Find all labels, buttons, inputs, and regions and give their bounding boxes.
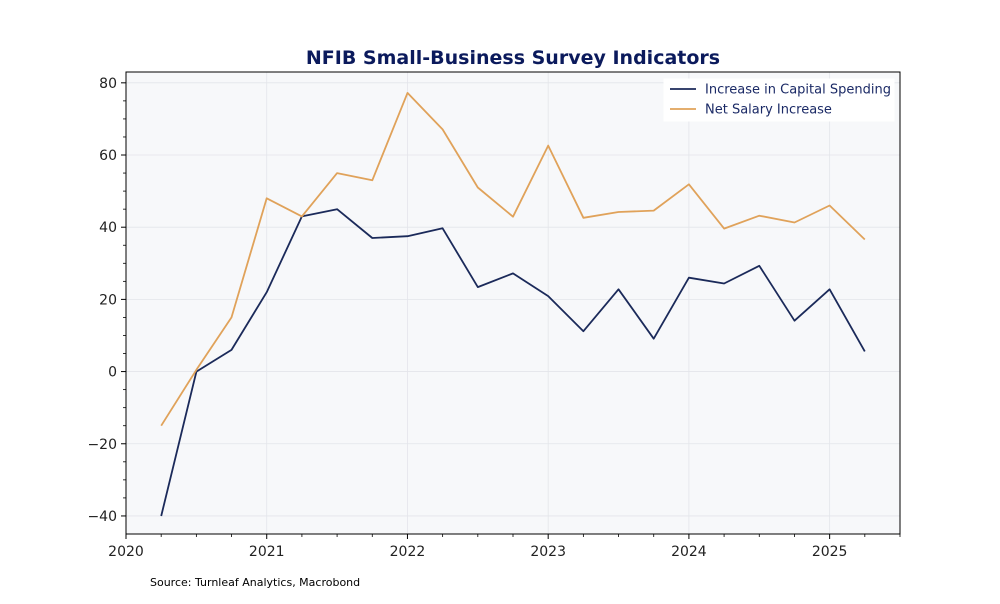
chart-title: NFIB Small-Business Survey Indicators	[306, 47, 720, 69]
data-point-increase-in-capital-spending	[335, 207, 339, 211]
data-point-increase-in-capital-spending	[546, 294, 550, 298]
data-point-net-salary-increase	[511, 215, 515, 219]
y-tick-label: 60	[99, 148, 117, 164]
y-tick-label: 80	[99, 76, 117, 92]
data-point-net-salary-increase	[792, 221, 796, 225]
data-point-net-salary-increase	[863, 237, 867, 241]
data-point-increase-in-capital-spending	[652, 337, 656, 341]
legend-label: Net Salary Increase	[705, 103, 832, 118]
data-point-increase-in-capital-spending	[687, 276, 691, 280]
legend: Increase in Capital Spending Net Salary I…	[663, 78, 895, 122]
data-point-net-salary-increase	[652, 209, 656, 213]
x-tick-label: 2025	[812, 544, 848, 560]
data-point-increase-in-capital-spending	[828, 287, 832, 291]
y-tick-label: 0	[108, 365, 117, 381]
data-point-increase-in-capital-spending	[441, 226, 445, 230]
plot-area	[126, 72, 900, 534]
y-tick-label: −40	[87, 509, 117, 525]
legend-label: Increase in Capital Spending	[705, 83, 891, 98]
data-point-net-salary-increase	[405, 91, 409, 95]
x-tick-label: 2020	[108, 544, 144, 560]
data-point-net-salary-increase	[581, 216, 585, 220]
source-note: Source: Turnleaf Analytics, Macrobond	[150, 576, 360, 589]
legend-box	[663, 78, 895, 122]
data-point-increase-in-capital-spending	[792, 319, 796, 323]
series-line-increase-in-capital-spending	[160, 208, 866, 517]
series-lines	[159, 91, 867, 518]
x-tick-label: 2023	[530, 544, 566, 560]
data-point-net-salary-increase	[828, 204, 832, 208]
data-point-net-salary-increase	[335, 171, 339, 175]
data-point-net-salary-increase	[300, 214, 304, 218]
grid-lines	[125, 72, 900, 534]
data-point-net-salary-increase	[194, 368, 198, 372]
y-tick-label: 20	[99, 292, 117, 308]
data-point-net-salary-increase	[687, 182, 691, 186]
series-line-net-salary-increase	[160, 92, 866, 427]
x-tick-label: 2024	[671, 544, 707, 560]
data-point-net-salary-increase	[370, 178, 374, 182]
data-point-net-salary-increase	[441, 127, 445, 131]
data-point-increase-in-capital-spending	[370, 236, 374, 240]
data-point-increase-in-capital-spending	[476, 285, 480, 289]
series-increase-in-capital-spending	[159, 207, 867, 518]
y-tick-label: −20	[87, 437, 117, 453]
data-point-increase-in-capital-spending	[617, 287, 621, 291]
data-point-net-salary-increase	[757, 214, 761, 218]
data-point-net-salary-increase	[159, 424, 163, 428]
data-point-increase-in-capital-spending	[405, 234, 409, 238]
data-point-increase-in-capital-spending	[863, 349, 867, 353]
data-point-net-salary-increase	[546, 144, 550, 148]
data-point-net-salary-increase	[476, 186, 480, 190]
data-point-increase-in-capital-spending	[757, 264, 761, 268]
x-tick-label: 2022	[390, 544, 426, 560]
data-point-increase-in-capital-spending	[581, 329, 585, 333]
data-point-net-salary-increase	[230, 315, 234, 319]
x-tick-label: 2021	[249, 544, 285, 560]
data-point-increase-in-capital-spending	[230, 348, 234, 352]
data-point-increase-in-capital-spending	[722, 282, 726, 286]
axis-ticks: 2020 2021 2022 2023 2024 2025 −40 −20 0 20 40 60 80	[87, 76, 901, 560]
data-point-increase-in-capital-spending	[265, 290, 269, 294]
y-tick-label: 40	[99, 220, 117, 236]
data-point-increase-in-capital-spending	[511, 271, 515, 275]
data-point-net-salary-increase	[722, 227, 726, 231]
data-point-increase-in-capital-spending	[159, 514, 163, 518]
series-net-salary-increase	[159, 91, 867, 428]
data-point-net-salary-increase	[617, 210, 621, 214]
data-point-net-salary-increase	[265, 196, 269, 200]
